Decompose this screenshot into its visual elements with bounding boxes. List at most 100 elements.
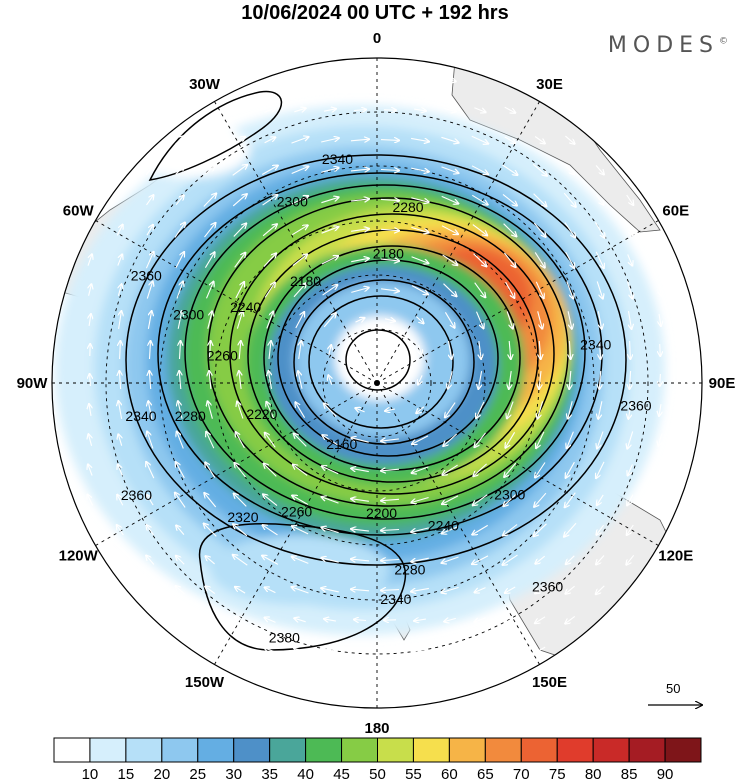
wind-vector (535, 555, 546, 564)
wind-vector (414, 109, 426, 111)
wind-vector (627, 524, 634, 535)
contour-2320 (184, 184, 586, 520)
wind-vector (380, 170, 399, 171)
colorbar-swatch (484, 737, 522, 763)
contour-2380-sw (198, 523, 407, 651)
wind-vector (535, 462, 546, 478)
contour-label: 2280 (394, 562, 425, 578)
colorbar-tick-label: 25 (189, 766, 206, 782)
wind-vector (321, 138, 339, 143)
wind-vector (118, 401, 121, 419)
wind-vector (442, 464, 458, 475)
colorbar-swatch (161, 737, 199, 763)
wind-vector (235, 647, 246, 654)
contour-2160 (345, 329, 411, 391)
wind-vector (565, 615, 576, 623)
contour-2280 (229, 213, 555, 495)
contour-label: 2180 (373, 245, 404, 261)
colorbar-swatch (520, 737, 558, 763)
wind-vector (322, 497, 339, 504)
wind-vector (264, 283, 275, 298)
wind-vector (119, 371, 120, 390)
wind-vector (351, 468, 369, 471)
contour-label: 2220 (246, 406, 277, 422)
contour-label: 2340 (125, 408, 156, 424)
wind-vector (180, 341, 181, 360)
wind-vector (298, 371, 303, 389)
wind-vector (414, 679, 427, 680)
wind-vector (204, 252, 214, 268)
contour-2380-nw (148, 90, 283, 181)
wind-vector (146, 195, 154, 206)
contour-label: 2340 (322, 151, 353, 167)
wind-vectors (87, 78, 691, 681)
longitude-label: 120E (658, 548, 693, 565)
meridian-line (376, 101, 540, 384)
contour-label: 2360 (620, 398, 651, 414)
wind-vector (472, 224, 487, 236)
wind-vector (444, 312, 454, 327)
contour-label: 2360 (121, 487, 152, 503)
contour-label: 2160 (326, 436, 357, 452)
wind-vector (176, 556, 185, 565)
wind-vector (506, 311, 513, 328)
colorbar-tick-label: 85 (621, 766, 638, 782)
wind-vector (381, 469, 400, 471)
wind-vector (354, 620, 367, 621)
wind-vector (595, 165, 604, 175)
wind-vector (503, 252, 515, 267)
contour-label: 2300 (277, 193, 308, 209)
wind-vector (535, 586, 546, 594)
wind-vector (630, 340, 631, 359)
wind-vector (380, 229, 399, 230)
wind-vector (411, 197, 428, 202)
wind-vector (324, 679, 336, 681)
wind-vector (381, 530, 400, 531)
lat-circle-80 (322, 328, 432, 438)
wind-vector (659, 404, 661, 416)
wind-vector (380, 140, 399, 141)
wind-vector (294, 648, 306, 651)
wind-vector (448, 371, 453, 388)
meridian-line (214, 101, 378, 384)
wind-vector (322, 435, 338, 446)
wind-vector (351, 438, 369, 443)
wind-vector (380, 259, 399, 261)
wind-vector (505, 281, 515, 298)
wind-vector (472, 555, 489, 564)
wind-vector (174, 223, 185, 238)
wind-vector (411, 527, 429, 532)
colorbar-tick-label: 45 (333, 766, 350, 782)
wind-vector (207, 311, 212, 329)
wind-vector (323, 313, 336, 328)
wind-vector (293, 283, 306, 298)
wind-vector (441, 166, 459, 173)
wind-vector (444, 649, 456, 652)
colorbar-tick-label: 35 (261, 766, 278, 782)
wind-vector (176, 282, 183, 299)
wind-vector (291, 167, 309, 175)
wind-vector (147, 525, 154, 536)
colorbar: 10 15 20 25 30 35 40 45 50 55 60 65 70 75 80 85 90 (53, 737, 702, 782)
wind-vector (149, 371, 150, 390)
wind-vector (444, 618, 456, 621)
wind-vector (597, 494, 604, 505)
wind-vector (292, 496, 309, 505)
wind-vector (596, 585, 605, 594)
wind-vector (264, 137, 276, 144)
wind-vector (204, 524, 217, 537)
wind-vector (350, 139, 369, 141)
wind-vector (474, 107, 485, 112)
wind-vector (444, 679, 457, 682)
wind-vector (269, 341, 271, 359)
wind-vector (599, 370, 600, 389)
wind-vector (411, 226, 428, 232)
wind-vector (204, 136, 215, 145)
contour-label: 2340 (380, 591, 411, 607)
wind-vector (537, 401, 544, 418)
wind-vector (177, 432, 184, 449)
colorbar-swatch (592, 737, 630, 763)
wind-vector (597, 431, 604, 449)
wind-vector (321, 588, 339, 593)
contour-2300 (207, 197, 569, 507)
